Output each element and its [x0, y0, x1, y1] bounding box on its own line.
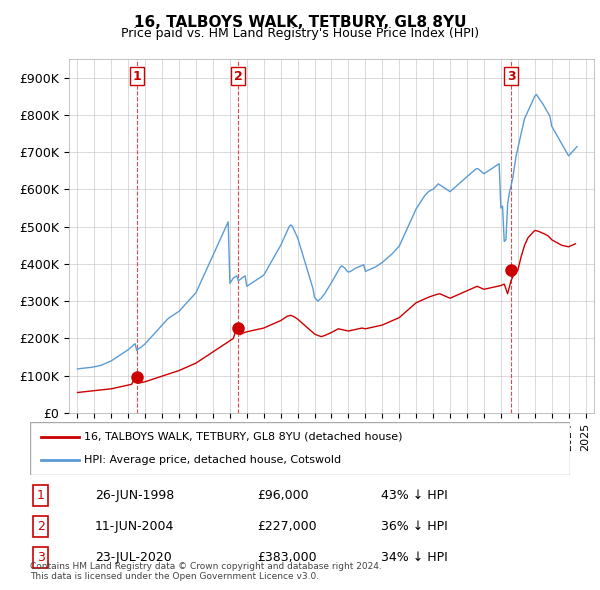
Text: 1: 1	[37, 489, 45, 502]
Text: £383,000: £383,000	[257, 551, 316, 564]
Text: £96,000: £96,000	[257, 489, 308, 502]
Text: 2: 2	[234, 70, 243, 83]
Text: 1: 1	[133, 70, 141, 83]
Text: 16, TALBOYS WALK, TETBURY, GL8 8YU: 16, TALBOYS WALK, TETBURY, GL8 8YU	[134, 15, 466, 30]
Text: 2: 2	[37, 520, 45, 533]
Text: 11-JUN-2004: 11-JUN-2004	[95, 520, 174, 533]
Text: 43% ↓ HPI: 43% ↓ HPI	[381, 489, 448, 502]
Text: 36% ↓ HPI: 36% ↓ HPI	[381, 520, 448, 533]
Text: £227,000: £227,000	[257, 520, 316, 533]
Text: HPI: Average price, detached house, Cotswold: HPI: Average price, detached house, Cots…	[84, 455, 341, 465]
Text: Price paid vs. HM Land Registry's House Price Index (HPI): Price paid vs. HM Land Registry's House …	[121, 27, 479, 40]
Text: 3: 3	[37, 551, 45, 564]
Text: 26-JUN-1998: 26-JUN-1998	[95, 489, 174, 502]
Text: 23-JUL-2020: 23-JUL-2020	[95, 551, 172, 564]
Text: 34% ↓ HPI: 34% ↓ HPI	[381, 551, 448, 564]
Text: 16, TALBOYS WALK, TETBURY, GL8 8YU (detached house): 16, TALBOYS WALK, TETBURY, GL8 8YU (deta…	[84, 432, 403, 442]
Text: 3: 3	[507, 70, 515, 83]
Text: Contains HM Land Registry data © Crown copyright and database right 2024.
This d: Contains HM Land Registry data © Crown c…	[30, 562, 382, 581]
FancyBboxPatch shape	[30, 422, 570, 475]
